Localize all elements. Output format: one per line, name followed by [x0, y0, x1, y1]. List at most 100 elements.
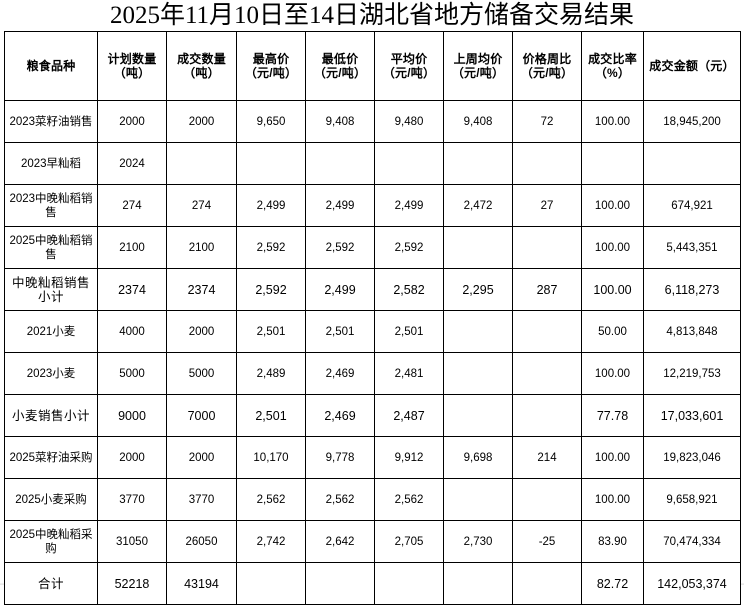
- data-cell: 2,501: [374, 310, 444, 353]
- data-cell: 9,650: [236, 100, 306, 143]
- page-title: 2025年11月10日至14日湖北省地方储备交易结果: [109, 2, 635, 29]
- table-row: 2025菜籽油采购 2000 2000 10,170 9,778 9,912 9,698 21…: [4, 436, 741, 479]
- data-cell: [512, 142, 582, 185]
- data-cell: 2000: [97, 100, 167, 143]
- data-cell: 77.78: [581, 394, 644, 437]
- data-cell: 18,945,200: [643, 100, 741, 143]
- data-cell: 3770: [166, 478, 237, 521]
- column-header-line: （%）: [594, 66, 631, 80]
- table-body: 2023菜籽油销售 2000 2000 9,650 9,408 9,480 9,408 72 1…: [4, 100, 741, 605]
- row-label-cell: 2025菜籽油采购: [4, 436, 98, 479]
- data-cell: [305, 562, 375, 605]
- table-row: 中晚籼稻销售小计 2374 2374 2,592 2,499 2,582 2,295 287 1…: [4, 268, 741, 311]
- data-cell: 12,219,753: [643, 352, 741, 395]
- column-header-line: 平均价: [390, 52, 428, 66]
- data-cell: [512, 226, 582, 269]
- data-cell: 9,778: [305, 436, 375, 479]
- data-cell: 5000: [166, 352, 237, 395]
- row-label-cell: 2021小麦: [4, 310, 98, 353]
- data-cell: 674,921: [643, 184, 741, 227]
- column-header-5: 平均价 （元/吨）: [374, 31, 444, 101]
- column-header-line: 价格周比: [522, 52, 572, 66]
- row-label-cell: 2025中晚籼稻采购: [4, 520, 98, 563]
- table-row: 2021小麦 4000 2000 2,501 2,501 2,501 50.00 4,813,…: [4, 310, 741, 353]
- data-cell: 2000: [97, 436, 167, 479]
- data-cell: [512, 394, 582, 437]
- data-cell: 2,489: [236, 352, 306, 395]
- data-cell: 2000: [166, 100, 237, 143]
- table-row: 2023早籼稻 2024: [4, 142, 741, 185]
- data-cell: [581, 142, 644, 185]
- data-cell: [512, 562, 582, 605]
- column-header-line: （元/吨）: [520, 66, 574, 80]
- column-header-line: 粮食品种: [26, 59, 76, 73]
- column-header-line: 成交数量: [177, 52, 226, 66]
- data-cell: [305, 142, 375, 185]
- data-cell: 2,499: [305, 268, 375, 311]
- data-cell: 2,501: [305, 310, 375, 353]
- data-cell: 2000: [166, 436, 237, 479]
- column-header-line: （元/吨）: [382, 66, 436, 80]
- data-cell: [643, 142, 741, 185]
- data-cell: [443, 226, 513, 269]
- data-cell: 4,813,848: [643, 310, 741, 353]
- data-cell: [443, 478, 513, 521]
- data-cell: 2,592: [374, 226, 444, 269]
- table-header: 粮食品种 计划数量 （吨） 成交数量 （吨） 最高价 （元/吨） 最低价 （元/吨） 平均价 （元/…: [4, 31, 741, 101]
- data-cell: 10,170: [236, 436, 306, 479]
- data-cell: 9,698: [443, 436, 513, 479]
- table-row: 2023中晚籼稻销售 274 274 2,499 2,499 2,499 2,472 27 10…: [4, 184, 741, 227]
- column-header-3: 最高价 （元/吨）: [236, 31, 306, 101]
- column-header-line: 上周均价: [453, 52, 503, 66]
- data-cell: [236, 142, 306, 185]
- data-cell: 70,474,334: [643, 520, 741, 563]
- row-label-cell: 2023小麦: [4, 352, 98, 395]
- data-cell: 50.00: [581, 310, 644, 353]
- table-row: 2023菜籽油销售 2000 2000 9,650 9,408 9,480 9,408 72 1…: [4, 100, 741, 143]
- data-cell: 9,408: [305, 100, 375, 143]
- column-header-line: 成交金额（元）: [649, 59, 735, 73]
- data-cell: 2,592: [236, 268, 306, 311]
- data-cell: 2374: [97, 268, 167, 311]
- data-cell: 100.00: [581, 226, 644, 269]
- table-row: 2025小麦采购 3770 3770 2,562 2,562 2,562 100.00 9,6…: [4, 478, 741, 521]
- data-cell: 26050: [166, 520, 237, 563]
- table-row: 合计 52218 43194 82.72 142,053,374: [4, 562, 741, 605]
- column-header-line: 成交比率: [588, 52, 637, 66]
- data-cell: 2,501: [236, 310, 306, 353]
- data-cell: 2,562: [305, 478, 375, 521]
- data-cell: 100.00: [581, 184, 644, 227]
- data-cell: 100.00: [581, 268, 644, 311]
- column-header-2: 成交数量 （吨）: [166, 31, 237, 101]
- data-cell: 2000: [166, 310, 237, 353]
- data-cell: 2,481: [374, 352, 444, 395]
- data-cell: 2100: [166, 226, 237, 269]
- data-cell: [512, 352, 582, 395]
- data-cell: 2,742: [236, 520, 306, 563]
- data-cell: 274: [166, 184, 237, 227]
- data-cell: 7000: [166, 394, 237, 437]
- data-cell: 2,499: [305, 184, 375, 227]
- row-label-cell: 2025中晚籼稻销售: [4, 226, 98, 269]
- data-cell: 31050: [97, 520, 167, 563]
- data-cell: [512, 310, 582, 353]
- data-cell: 5,443,351: [643, 226, 741, 269]
- data-cell: 9,480: [374, 100, 444, 143]
- data-cell: 2,705: [374, 520, 444, 563]
- data-cell: [443, 310, 513, 353]
- column-header-6: 上周均价 （元/吨）: [443, 31, 513, 101]
- data-cell: 2,499: [236, 184, 306, 227]
- data-cell: 2,469: [305, 352, 375, 395]
- column-header-line: （元/吨）: [313, 66, 367, 80]
- data-cell: 2,562: [236, 478, 306, 521]
- data-cell: 2374: [166, 268, 237, 311]
- data-cell: [443, 352, 513, 395]
- column-header-line: （吨）: [183, 66, 220, 80]
- row-label-cell: 合计: [4, 562, 98, 605]
- data-cell: 100.00: [581, 352, 644, 395]
- data-cell: [443, 562, 513, 605]
- data-cell: 3770: [97, 478, 167, 521]
- row-label-cell: 中晚籼稻销售小计: [4, 268, 98, 311]
- data-cell: 9,408: [443, 100, 513, 143]
